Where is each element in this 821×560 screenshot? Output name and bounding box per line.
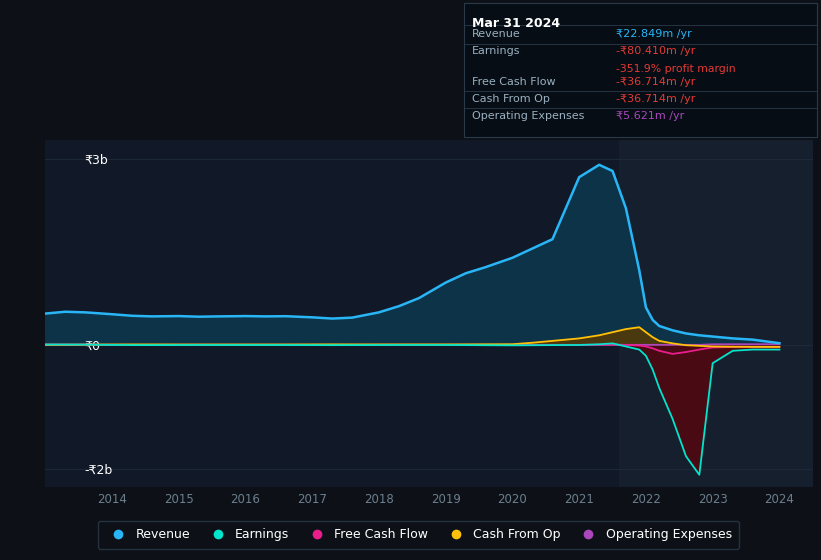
Text: ₹5.621m /yr: ₹5.621m /yr bbox=[616, 111, 684, 121]
Text: -₹80.410m /yr: -₹80.410m /yr bbox=[616, 46, 695, 57]
Text: ₹22.849m /yr: ₹22.849m /yr bbox=[616, 29, 691, 39]
Text: Earnings: Earnings bbox=[472, 46, 521, 57]
Bar bbox=[619, 140, 813, 487]
Legend: Revenue, Earnings, Free Cash Flow, Cash From Op, Operating Expenses: Revenue, Earnings, Free Cash Flow, Cash … bbox=[98, 521, 740, 549]
Text: Revenue: Revenue bbox=[472, 29, 521, 39]
Text: Mar 31 2024: Mar 31 2024 bbox=[472, 17, 560, 30]
Text: -351.9% profit margin: -351.9% profit margin bbox=[616, 64, 736, 73]
Text: -₹36.714m /yr: -₹36.714m /yr bbox=[616, 94, 695, 104]
Text: Operating Expenses: Operating Expenses bbox=[472, 111, 585, 121]
Text: -₹36.714m /yr: -₹36.714m /yr bbox=[616, 77, 695, 86]
Text: Cash From Op: Cash From Op bbox=[472, 94, 550, 104]
Text: Free Cash Flow: Free Cash Flow bbox=[472, 77, 556, 86]
